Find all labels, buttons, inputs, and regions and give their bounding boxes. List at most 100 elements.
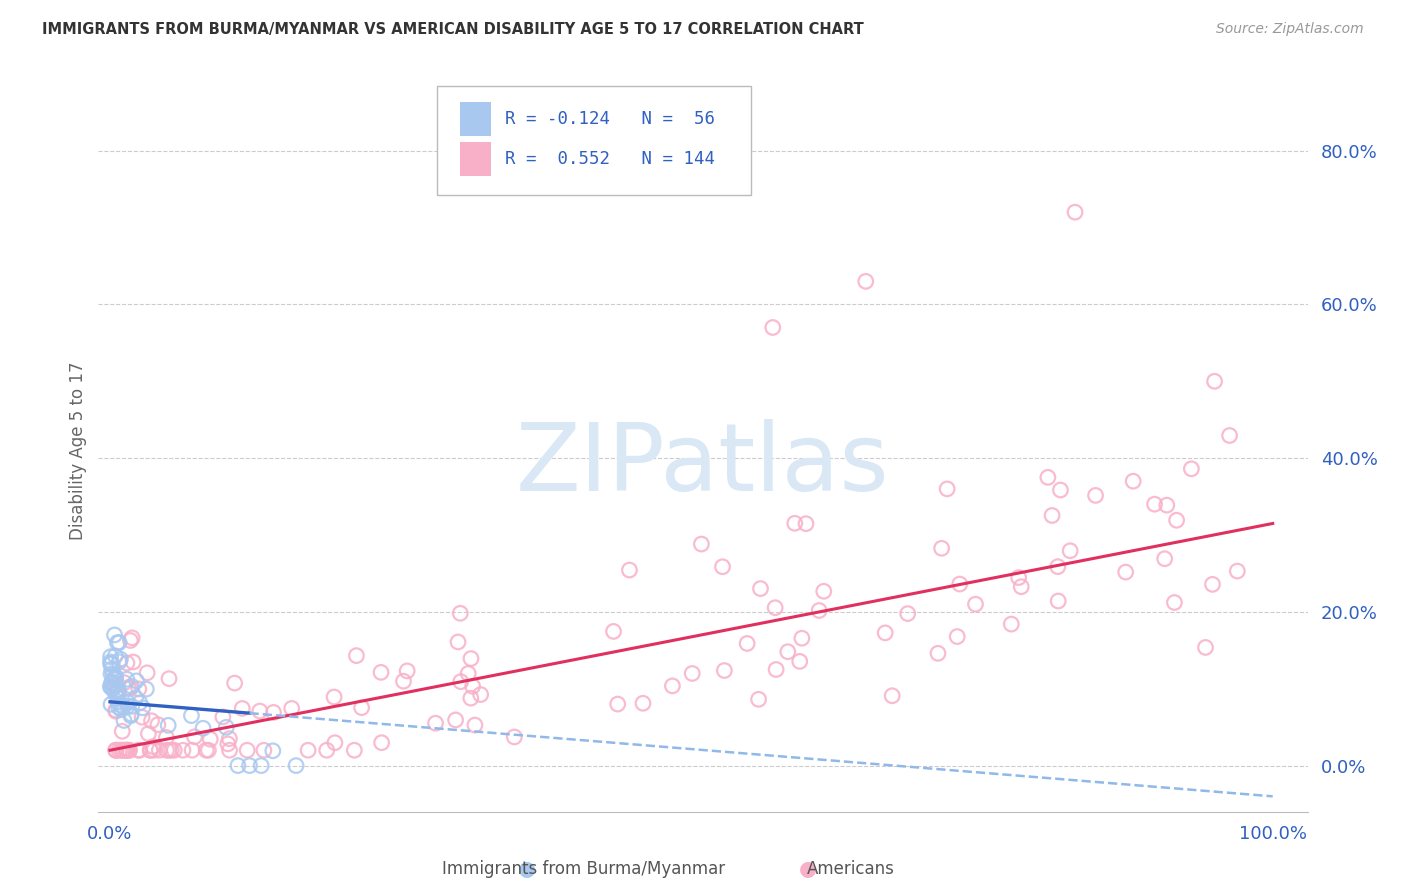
Point (1180, 462, 1202, 476)
Point (1047, 594, 1070, 608)
Point (160, 743, 183, 757)
Point (776, 645, 799, 659)
Point (280, 701, 302, 715)
Point (444, 713, 467, 727)
Point (936, 482, 959, 496)
Point (112, 714, 135, 728)
Point (1046, 559, 1069, 574)
Point (120, 707, 142, 722)
Point (107, 683, 129, 698)
Point (323, 736, 346, 750)
Point (735, 636, 758, 650)
Point (231, 701, 253, 715)
Point (104, 704, 127, 718)
Point (285, 758, 308, 772)
Point (464, 718, 486, 732)
Point (107, 635, 129, 649)
Point (115, 743, 138, 757)
Point (112, 743, 135, 757)
Point (139, 743, 162, 757)
Point (1226, 564, 1249, 578)
Point (1059, 543, 1081, 558)
Point (249, 704, 271, 718)
Point (1049, 483, 1071, 497)
Point (100, 698, 122, 712)
Point (1153, 551, 1175, 566)
Point (457, 666, 479, 681)
Point (104, 703, 127, 717)
Point (1040, 508, 1063, 523)
Point (115, 656, 138, 670)
Point (875, 625, 897, 640)
Point (157, 743, 180, 757)
Point (128, 743, 150, 757)
Point (104, 678, 127, 692)
Point (1194, 640, 1216, 655)
Point (148, 743, 170, 757)
Point (690, 537, 713, 551)
Point (100, 657, 122, 672)
Point (139, 743, 162, 757)
Point (200, 732, 222, 747)
Point (125, 673, 148, 688)
Point (108, 635, 131, 649)
Point (108, 655, 131, 669)
Point (135, 682, 157, 697)
Point (107, 685, 129, 699)
Point (131, 710, 153, 724)
Point (146, 717, 169, 731)
Point (447, 635, 470, 649)
Point (101, 675, 124, 690)
Point (461, 679, 484, 693)
Point (681, 666, 703, 681)
Point (343, 743, 366, 757)
Point (1084, 488, 1107, 502)
Point (713, 664, 735, 678)
Point (1000, 617, 1022, 632)
Point (110, 698, 132, 712)
Point (110, 743, 132, 757)
Point (104, 686, 127, 700)
Point (460, 651, 482, 665)
Point (323, 690, 346, 704)
Point (132, 701, 155, 715)
Point (1115, 565, 1137, 579)
Text: IMMIGRANTS FROM BURMA/MYANMAR VS AMERICAN DISABILITY AGE 5 TO 17 CORRELATION CHA: IMMIGRANTS FROM BURMA/MYANMAR VS AMERICA… (42, 22, 863, 37)
Point (263, 706, 285, 720)
Point (101, 662, 124, 676)
Point (1204, 374, 1226, 388)
Point (1122, 474, 1144, 488)
Point (1010, 580, 1032, 594)
Point (315, 743, 337, 757)
Point (931, 541, 953, 556)
Point (619, 563, 641, 577)
Point (470, 688, 492, 702)
Point (1036, 470, 1059, 484)
Point (262, 744, 284, 758)
Point (105, 683, 128, 698)
Point (104, 648, 127, 663)
Point (631, 696, 654, 710)
Point (118, 743, 141, 757)
Point (749, 582, 772, 596)
Point (180, 708, 202, 723)
Point (117, 743, 139, 757)
Point (100, 657, 122, 671)
Point (100, 655, 122, 669)
Point (1201, 577, 1223, 591)
Point (107, 685, 129, 699)
Point (117, 696, 139, 710)
Point (1219, 428, 1241, 442)
Point (107, 695, 129, 709)
Point (141, 714, 163, 728)
Point (101, 676, 124, 690)
Point (1156, 498, 1178, 512)
Point (949, 577, 972, 591)
Point (711, 559, 734, 574)
Point (121, 631, 143, 645)
Point (460, 691, 482, 706)
Text: Americans: Americans (807, 860, 894, 878)
Point (449, 607, 471, 621)
Point (138, 726, 160, 740)
Point (897, 607, 920, 621)
